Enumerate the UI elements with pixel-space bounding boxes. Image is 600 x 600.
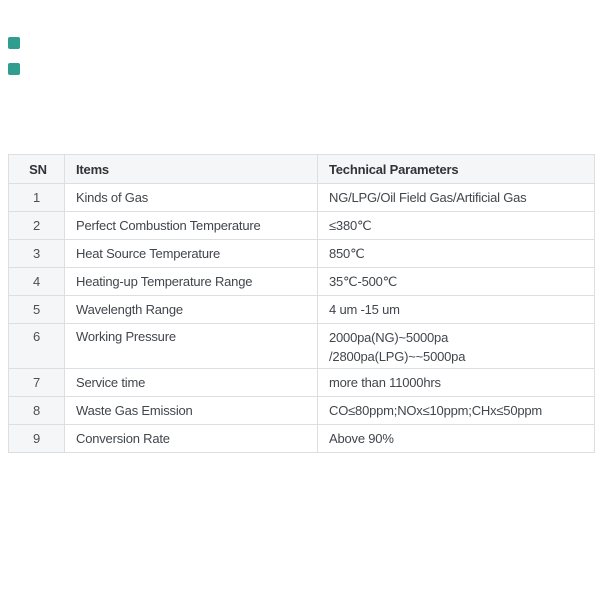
- technical-parameters-table: SN Items Technical Parameters 1 Kinds of…: [8, 154, 595, 453]
- column-header-technical-parameters: Technical Parameters: [317, 154, 595, 184]
- table-row: 9 Conversion Rate Above 90%: [8, 424, 595, 453]
- item-cell: Perfect Combustion Temperature: [64, 211, 318, 240]
- item-cell: Heat Source Temperature: [64, 239, 318, 268]
- table-row: 4 Heating-up Temperature Range 35℃-500℃: [8, 267, 595, 296]
- value-cell: CO≤80ppm;NOx≤10ppm;CHx≤50ppm: [317, 396, 595, 425]
- table-row: 1 Kinds of Gas NG/LPG/Oil Field Gas/Arti…: [8, 183, 595, 212]
- table-row: 8 Waste Gas Emission CO≤80ppm;NOx≤10ppm;…: [8, 396, 595, 425]
- value-cell: 2000pa(NG)~5000pa /2800pa(LPG)~~5000pa: [317, 323, 595, 369]
- sn-cell: 4: [8, 267, 65, 296]
- sn-cell: 6: [8, 323, 65, 369]
- table-row: 3 Heat Source Temperature 850℃: [8, 239, 595, 268]
- sn-cell: 7: [8, 368, 65, 397]
- teal-square-marker: [8, 37, 20, 49]
- column-header-items: Items: [64, 154, 318, 184]
- teal-square-marker: [8, 63, 20, 75]
- sn-cell: 2: [8, 211, 65, 240]
- table-row: 5 Wavelength Range 4 um -15 um: [8, 295, 595, 324]
- sn-cell: 8: [8, 396, 65, 425]
- item-cell: Working Pressure: [64, 323, 318, 369]
- sn-cell: 1: [8, 183, 65, 212]
- item-cell: Conversion Rate: [64, 424, 318, 453]
- item-cell: Service time: [64, 368, 318, 397]
- item-cell: Waste Gas Emission: [64, 396, 318, 425]
- item-cell: Wavelength Range: [64, 295, 318, 324]
- item-cell: Heating-up Temperature Range: [64, 267, 318, 296]
- sn-cell: 9: [8, 424, 65, 453]
- sn-cell: 5: [8, 295, 65, 324]
- value-cell: 850℃: [317, 239, 595, 268]
- value-cell: Above 90%: [317, 424, 595, 453]
- table-row: 2 Perfect Combustion Temperature ≤380℃: [8, 211, 595, 240]
- value-cell: ≤380℃: [317, 211, 595, 240]
- table-row: 7 Service time more than 11000hrs: [8, 368, 595, 397]
- value-cell: NG/LPG/Oil Field Gas/Artificial Gas: [317, 183, 595, 212]
- value-cell: 4 um -15 um: [317, 295, 595, 324]
- value-cell: 35℃-500℃: [317, 267, 595, 296]
- column-header-sn: SN: [8, 154, 65, 184]
- sn-cell: 3: [8, 239, 65, 268]
- table-row: 6 Working Pressure 2000pa(NG)~5000pa /28…: [8, 323, 595, 369]
- item-cell: Kinds of Gas: [64, 183, 318, 212]
- table-header-row: SN Items Technical Parameters: [8, 154, 595, 184]
- value-cell: more than 11000hrs: [317, 368, 595, 397]
